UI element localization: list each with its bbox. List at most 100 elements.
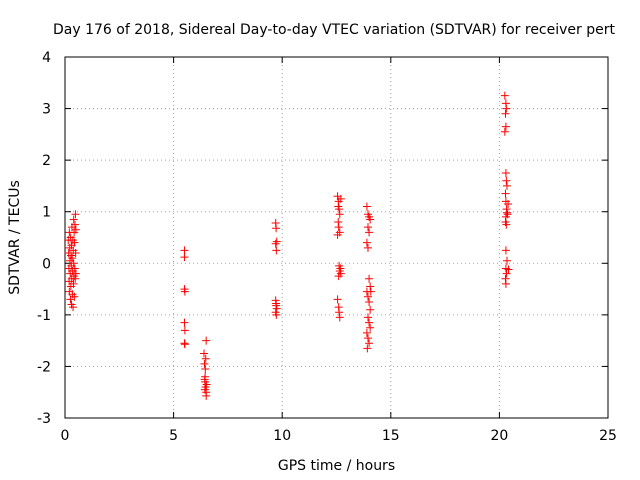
data-point	[503, 256, 512, 265]
data-point	[366, 287, 375, 296]
data-point	[336, 194, 345, 203]
data-point	[501, 122, 510, 131]
y-tick-label: 4	[42, 50, 51, 66]
x-tick-label: 0	[61, 428, 70, 444]
data-point	[500, 127, 509, 136]
data-point	[365, 318, 374, 327]
data-point	[200, 385, 209, 394]
data-point	[70, 220, 79, 229]
data-point	[69, 215, 78, 224]
y-tick-label: 3	[42, 102, 51, 118]
x-tick-label: 25	[599, 428, 617, 444]
data-point	[335, 210, 344, 219]
data-point	[502, 176, 511, 185]
data-point	[202, 391, 211, 400]
data-point	[200, 375, 209, 384]
data-point	[68, 254, 77, 263]
data-point	[362, 202, 371, 211]
x-tick-label: 20	[490, 428, 508, 444]
data-point	[366, 282, 375, 291]
y-tick-label: -3	[37, 411, 51, 427]
data-point	[333, 295, 342, 304]
data-point	[504, 265, 513, 274]
data-point	[503, 210, 512, 219]
data-point	[362, 238, 371, 247]
y-tick-label: 0	[42, 256, 51, 272]
data-point	[180, 287, 189, 296]
x-tick-label: 5	[169, 428, 178, 444]
data-point	[336, 269, 345, 278]
data-point	[503, 208, 512, 217]
data-point	[70, 238, 79, 247]
data-point	[272, 246, 281, 255]
data-point	[501, 109, 510, 118]
plot-area	[64, 56, 609, 419]
data-point	[271, 239, 280, 248]
data-point	[500, 91, 509, 100]
data-point	[180, 318, 189, 327]
data-point	[365, 339, 374, 348]
data-point	[502, 104, 511, 113]
data-point	[504, 199, 513, 208]
data-point	[363, 292, 372, 301]
data-point	[334, 202, 343, 211]
data-point	[180, 246, 189, 255]
data-point	[201, 354, 210, 363]
data-point	[202, 380, 211, 389]
data-point	[502, 220, 511, 229]
data-point	[71, 269, 80, 278]
data-point	[365, 274, 374, 283]
axis-ticks: 0 5 10 15 20 25 -3 -2 -1 0 1 2 3 4	[37, 50, 617, 444]
data-point	[69, 279, 78, 288]
data-point	[71, 248, 80, 257]
data-point	[501, 169, 510, 178]
data-point	[272, 301, 281, 310]
data-point	[200, 359, 209, 368]
chart-title: Day 176 of 2018, Sidereal Day-to-day VTE…	[53, 22, 615, 38]
data-point	[200, 349, 209, 358]
grid	[65, 57, 608, 418]
data-point	[366, 305, 375, 314]
data-point	[180, 326, 189, 335]
data-point	[335, 313, 344, 322]
y-tick-label: 2	[42, 153, 51, 169]
y-axis-title: SDTVAR / TECUs	[7, 180, 23, 295]
data-point	[69, 259, 78, 268]
x-tick-label: 15	[382, 428, 400, 444]
data-point	[366, 323, 375, 332]
data-point	[363, 344, 372, 353]
data-point	[366, 215, 375, 224]
data-point	[335, 308, 344, 317]
data-point	[501, 246, 510, 255]
x-tick-label: 10	[273, 428, 291, 444]
data-point	[71, 210, 80, 219]
data-point	[362, 328, 371, 337]
data-point	[363, 243, 372, 252]
data-point	[272, 237, 281, 246]
data-point	[180, 340, 189, 349]
data-point	[363, 223, 372, 232]
data-point	[502, 269, 511, 278]
data-point	[363, 334, 372, 343]
data-point	[501, 279, 510, 288]
data-point	[201, 365, 210, 374]
data-point	[363, 313, 372, 322]
y-tick-label: -2	[37, 359, 51, 375]
data-point	[180, 253, 189, 262]
x-axis-title: GPS time / hours	[278, 458, 395, 474]
data-point	[334, 223, 343, 232]
data-point	[365, 297, 374, 306]
data-point	[70, 264, 79, 273]
data-point	[71, 225, 80, 234]
data-point	[202, 336, 211, 345]
data-point	[69, 303, 78, 312]
y-tick-label: 1	[42, 205, 51, 221]
data-point	[272, 310, 281, 319]
data-point	[333, 230, 342, 239]
y-tick-label: -1	[37, 308, 51, 324]
data-point	[365, 228, 374, 237]
data-point	[501, 189, 510, 198]
data-point	[272, 224, 281, 233]
data-point	[71, 274, 80, 283]
